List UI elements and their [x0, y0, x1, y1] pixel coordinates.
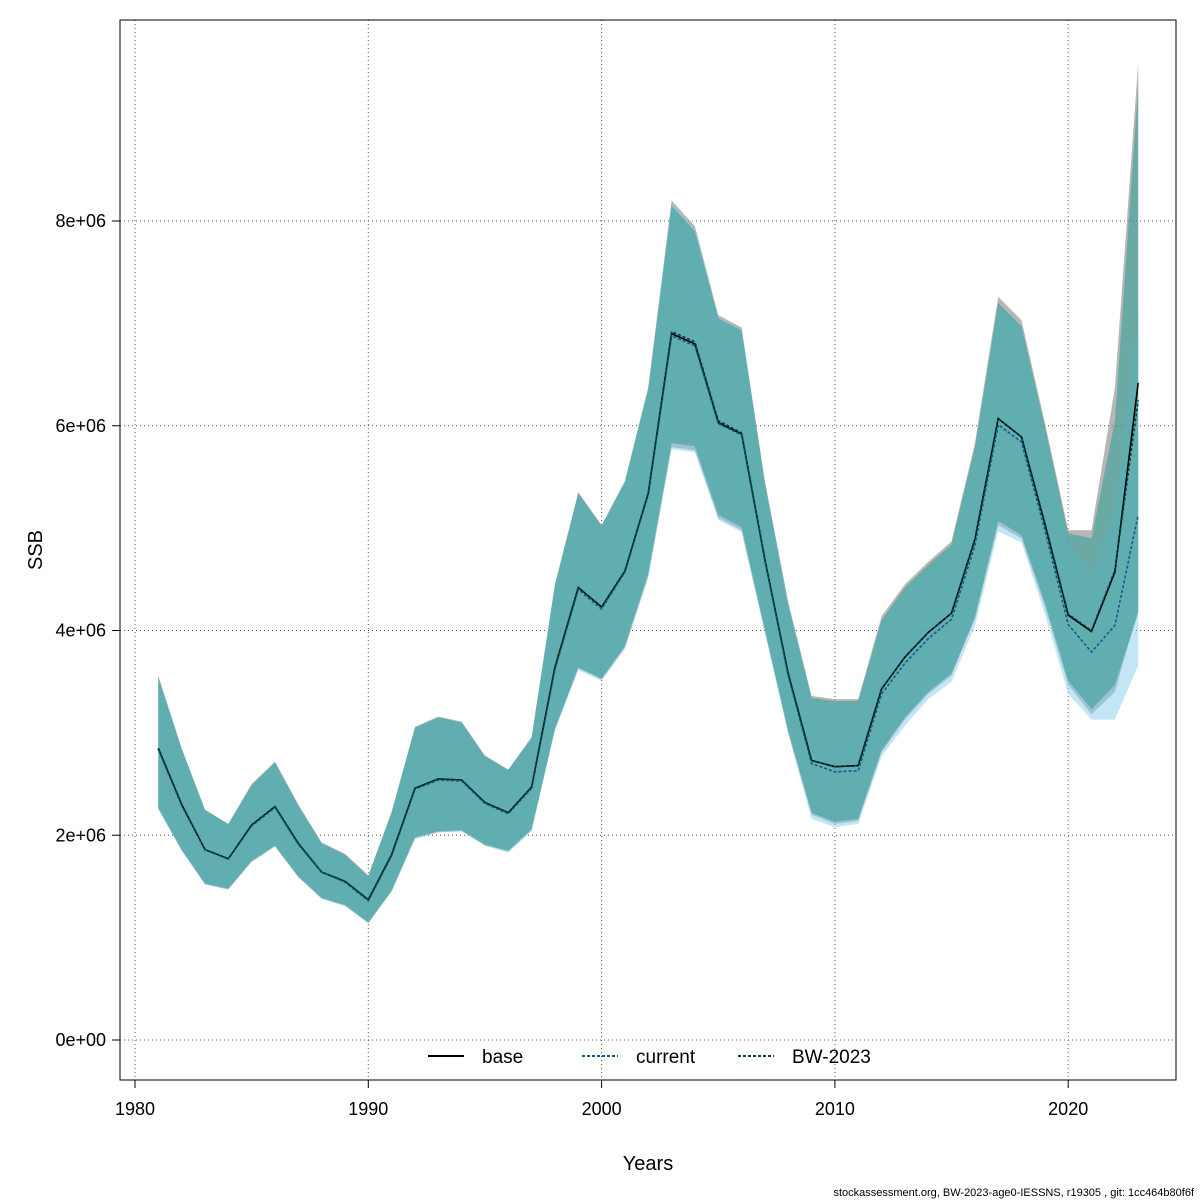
legend-label-base: base [482, 1047, 523, 1068]
series-line-bw-2023 [157, 330, 1139, 901]
y-axis: 0e+00 2e+06 4e+06 6e+06 8e+06 [55, 211, 120, 1050]
x-tick-label: 1980 [115, 1099, 155, 1119]
legend-label-current: current [636, 1047, 696, 1068]
y-axis-label: SSB [25, 530, 47, 570]
plot-frame [119, 19, 1177, 1081]
x-tick-label: 2000 [582, 1099, 622, 1119]
band-bw-2023 [158, 85, 1139, 923]
y-tick-label: 0e+00 [55, 1030, 106, 1050]
x-axis-label: Years [623, 1153, 673, 1175]
y-tick-label: 6e+06 [55, 416, 106, 436]
legend-label-bw-2023: BW-2023 [792, 1047, 871, 1068]
y-tick-label: 2e+06 [55, 825, 106, 845]
x-axis: 1980 1990 2000 2010 2020 [115, 1080, 1088, 1119]
x-tick-label: 1990 [348, 1099, 388, 1119]
x-tick-label: 2010 [815, 1099, 855, 1119]
footnote: stockassessment.org, BW-2023-age0-IESSNS… [833, 1187, 1194, 1199]
series-line-current [157, 334, 1139, 903]
y-tick-label: 8e+06 [55, 211, 106, 231]
legend: base current BW-2023 [428, 1047, 871, 1068]
series-lines [157, 330, 1139, 903]
y-tick-label: 4e+06 [55, 621, 106, 641]
x-tick-label: 2020 [1048, 1099, 1088, 1119]
